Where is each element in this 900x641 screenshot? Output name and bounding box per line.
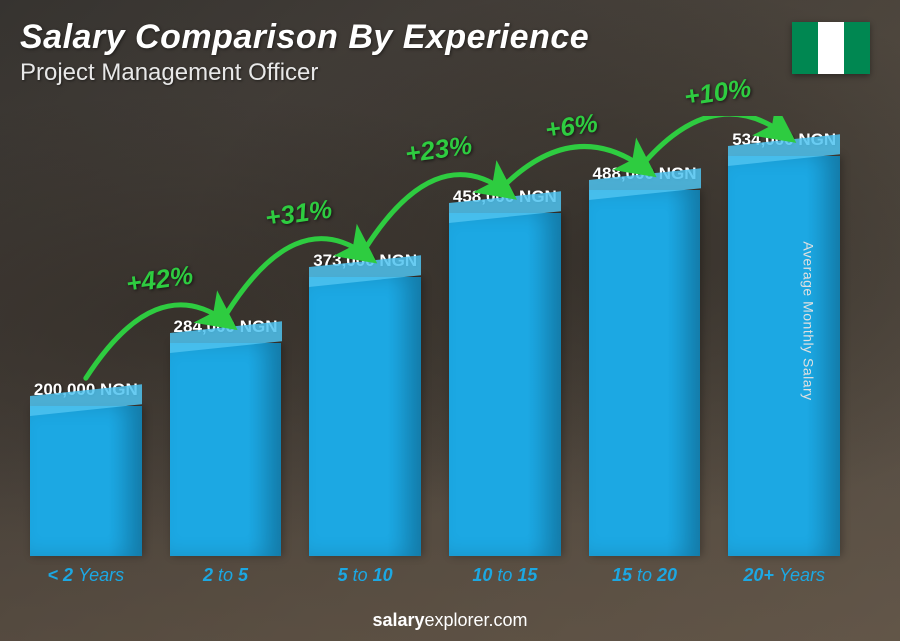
brand-bold: salary (372, 610, 424, 630)
title-block: Salary Comparison By Experience Project … (20, 18, 792, 87)
bar (728, 156, 840, 556)
flag-stripe-1 (792, 22, 818, 74)
bar (449, 213, 561, 556)
footer-attribution: salaryexplorer.com (0, 610, 900, 631)
flag-stripe-2 (818, 22, 844, 74)
x-axis-label: 15 to 20 (589, 565, 701, 586)
bar-group: 458,000 NGN (449, 187, 561, 556)
x-axis-label: 2 to 5 (170, 565, 282, 586)
flag-stripe-3 (844, 22, 870, 74)
bar (30, 406, 142, 556)
x-axis-labels: < 2 Years 2 to 5 5 to 10 10 to 15 15 to 20 20… (30, 565, 840, 586)
bar-group: 284,000 NGN (170, 317, 282, 556)
bars-container: 200,000 NGN284,000 NGN373,000 NGN458,000… (30, 116, 840, 556)
bar-group: 373,000 NGN (309, 251, 421, 556)
subtitle: Project Management Officer (20, 59, 792, 87)
header: Salary Comparison By Experience Project … (20, 18, 880, 87)
nigeria-flag-icon (792, 22, 870, 74)
x-axis-label: 5 to 10 (309, 565, 421, 586)
y-axis-label: Average Monthly Salary (800, 241, 816, 400)
chart-area: 200,000 NGN284,000 NGN373,000 NGN458,000… (30, 116, 840, 586)
bar-group: 534,000 NGN (728, 130, 840, 556)
bar-group: 488,000 NGN (589, 164, 701, 556)
bar (309, 277, 421, 556)
main-title: Salary Comparison By Experience (20, 18, 792, 57)
x-axis-label: 10 to 15 (449, 565, 561, 586)
bar-group: 200,000 NGN (30, 380, 142, 556)
bar (589, 190, 701, 556)
bar (170, 343, 282, 556)
infographic-container: Salary Comparison By Experience Project … (0, 0, 900, 641)
x-axis-label: 20+ Years (728, 565, 840, 586)
brand-rest: explorer.com (425, 610, 528, 630)
x-axis-label: < 2 Years (30, 565, 142, 586)
